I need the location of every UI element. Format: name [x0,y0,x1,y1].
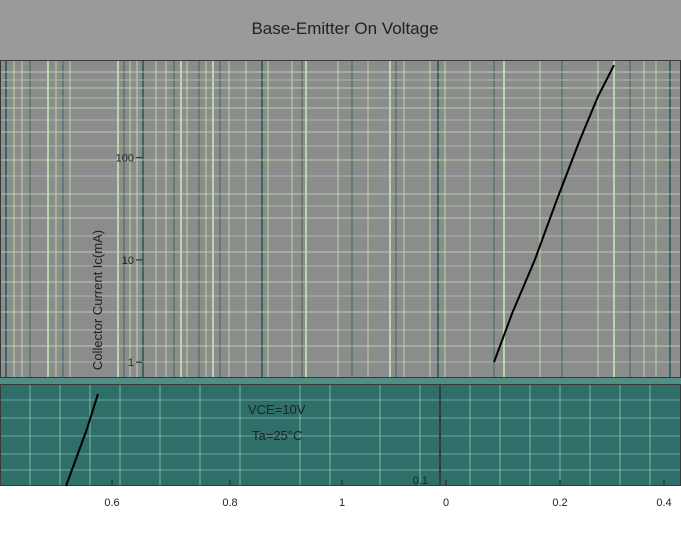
x-tick-label-right: 0 [443,497,449,509]
x-tick-label-right: 0.2 [552,497,567,509]
x-tick-label: 1 [339,497,345,509]
x-axis-band [0,486,681,548]
y-tick-label: 100 [116,153,134,165]
annotation-ta: Ta=25°C [252,428,302,443]
x-tick-label: 0.6 [104,497,119,509]
title-band [0,0,681,60]
plot-panel-1 [0,384,440,486]
x-tick-label: 0.8 [222,497,237,509]
chart-title: Base-Emitter On Voltage [251,19,438,38]
y-tick-label: 1 [128,357,134,369]
series-line-main [493,64,615,363]
plot-panel-0 [0,60,681,378]
panel-separator [0,378,681,384]
y-axis-label: Collector Current Ic(mA) [90,230,105,370]
y-tick-label: 10 [122,255,134,267]
plot-border-1 [0,384,440,486]
annotation-vce: VCE=10V [248,402,306,417]
series-line-lower [65,393,99,487]
x-tick-label-right: 0.4 [656,497,671,509]
y-tick-label-lower: 0.1 [413,475,428,487]
